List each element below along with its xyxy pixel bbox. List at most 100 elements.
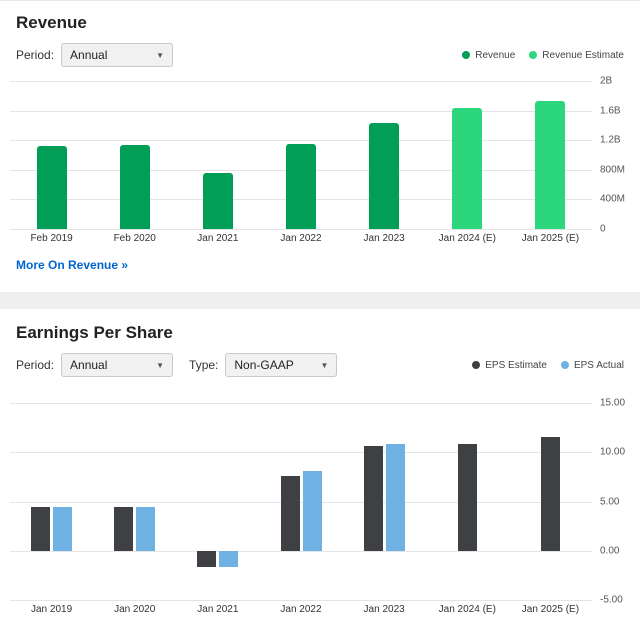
eps-actual-bar xyxy=(136,507,156,551)
gridline xyxy=(10,140,592,142)
revenue-controls: Period: Annual ▼ Revenue Revenue Estimat… xyxy=(0,33,640,67)
chevron-down-icon: ▼ xyxy=(156,50,165,60)
revenue-estimate-bar xyxy=(535,100,566,229)
gridline xyxy=(10,600,592,601)
x-axis-label: Jan 2022 xyxy=(280,604,322,615)
y-axis-tick: 800M xyxy=(600,164,626,176)
gridline xyxy=(10,229,592,230)
y-axis-tick: 5.00 xyxy=(600,496,620,507)
eps-plot-area xyxy=(10,403,592,601)
revenue-estimate-bar xyxy=(452,108,483,229)
chevron-down-icon: ▼ xyxy=(320,360,329,370)
eps-type-label: Type: xyxy=(189,358,219,372)
eps-controls: Period: Annual ▼ Type: Non-GAAP ▼ xyxy=(0,343,640,377)
eps-chart: -5.00 0.00 5.00 10.00 15.00 Jan 2019 Jan 2020… xyxy=(10,398,640,615)
y-axis-tick: 400M xyxy=(600,193,626,205)
legend-item-revenue-estimate: Revenue Estimate xyxy=(529,50,624,61)
x-axis-label: Jan 2020 xyxy=(114,604,156,615)
revenue-period-dropdown[interactable]: Annual ▼ xyxy=(61,43,174,67)
eps-period-label: Period: xyxy=(16,358,55,372)
revenue-period-group: Period: Annual ▼ xyxy=(16,43,174,67)
x-axis-label: Jan 2024 (E) xyxy=(438,233,496,244)
revenue-legend-dot xyxy=(462,51,471,59)
gridline xyxy=(10,550,592,552)
eps-control-left: Period: Annual ▼ Type: Non-GAAP ▼ xyxy=(16,353,338,377)
revenue-period-value: Annual xyxy=(70,48,108,62)
x-axis-label: Jan 2019 xyxy=(30,604,73,615)
eps-type-value: Non-GAAP xyxy=(234,358,294,372)
gridline xyxy=(10,501,592,503)
eps-actual-bar xyxy=(53,507,73,551)
eps-x-axis: Jan 2019 Jan 2020 Jan 2021 Jan 2022 Jan 2023… xyxy=(10,604,592,615)
eps-estimate-bar xyxy=(280,475,300,551)
eps-estimate-bar xyxy=(540,437,560,551)
gridline xyxy=(10,110,592,112)
eps-estimate-legend-dot xyxy=(472,361,481,369)
revenue-bar xyxy=(202,172,233,229)
gridline xyxy=(10,452,592,454)
x-axis-label: Feb 2020 xyxy=(113,233,156,244)
legend-item-eps-actual: EPS Actual xyxy=(560,359,624,371)
legend-item-revenue: Revenue xyxy=(462,50,515,61)
revenue-plot-area xyxy=(10,81,592,230)
revenue-bar xyxy=(369,123,400,229)
revenue-y-axis: 0 400M 800M 1.2B 1.6B 2B xyxy=(592,76,640,235)
y-axis-tick: 1.6B xyxy=(600,105,621,117)
y-axis-tick: 15.00 xyxy=(600,397,626,409)
revenue-bar xyxy=(36,146,67,229)
revenue-chart: 0 400M 800M 1.2B 1.6B 2B Feb 2019 Feb 2020 Jan … xyxy=(10,76,640,244)
revenue-panel: Revenue Period: Annual ▼ Revenue xyxy=(0,0,640,292)
eps-actual-bar xyxy=(385,444,405,551)
revenue-title: Revenue xyxy=(16,13,87,32)
revenue-period-label: Period: xyxy=(16,48,55,62)
y-axis-tick: 1.2B xyxy=(600,134,621,146)
eps-actual-bar xyxy=(219,550,239,568)
x-axis-label: Jan 2021 xyxy=(197,233,239,244)
revenue-estimate-legend-dot xyxy=(529,51,538,59)
eps-actual-legend-dot xyxy=(560,361,569,369)
chevron-down-icon: ▼ xyxy=(156,360,165,370)
x-axis-label: Jan 2025 (E) xyxy=(521,233,580,244)
y-axis-tick: 0 xyxy=(600,223,606,235)
eps-actual-legend-label: EPS Actual xyxy=(573,359,624,371)
revenue-legend-label: Revenue xyxy=(475,49,516,61)
revenue-x-axis: Feb 2019 Feb 2020 Jan 2021 Jan 2022 Jan 2023… xyxy=(10,233,592,244)
eps-estimate-bar xyxy=(363,446,383,551)
y-axis-tick: 0.00 xyxy=(600,545,620,557)
eps-y-axis: -5.00 0.00 5.00 10.00 15.00 xyxy=(592,398,640,606)
eps-estimate-bar xyxy=(457,444,477,551)
more-on-revenue-link[interactable]: More On Revenue » xyxy=(16,258,129,272)
eps-estimate-bar xyxy=(114,507,134,551)
revenue-estimate-legend-label: Revenue Estimate xyxy=(542,49,624,61)
eps-period-group: Period: Annual ▼ xyxy=(16,353,174,377)
eps-plot-row: -5.00 0.00 5.00 10.00 15.00 xyxy=(10,398,640,606)
eps-period-dropdown[interactable]: Annual ▼ xyxy=(61,353,174,377)
y-axis-tick: -5.00 xyxy=(600,594,623,606)
x-axis-label: Jan 2024 (E) xyxy=(438,604,496,615)
revenue-bar xyxy=(286,143,316,229)
y-axis-tick: 2B xyxy=(600,75,613,87)
eps-legend: EPS Estimate EPS Actual xyxy=(472,360,624,371)
eps-type-dropdown[interactable]: Non-GAAP ▼ xyxy=(225,353,338,377)
eps-type-group: Type: Non-GAAP ▼ xyxy=(189,353,338,377)
eps-panel: Earnings Per Share Period: Annual ▼ Type… xyxy=(0,309,640,620)
eps-estimate-legend-label: EPS Estimate xyxy=(485,359,547,371)
revenue-control-left: Period: Annual ▼ xyxy=(16,43,174,67)
eps-estimate-bar xyxy=(31,507,51,551)
revenue-legend: Revenue Revenue Estimate xyxy=(462,50,624,61)
revenue-bar xyxy=(119,144,150,229)
x-axis-label: Feb 2019 xyxy=(30,233,73,244)
x-axis-label: Jan 2021 xyxy=(197,604,239,615)
eps-actual-bar xyxy=(302,470,322,551)
eps-period-value: Annual xyxy=(70,358,108,372)
legend-item-eps-estimate: EPS Estimate xyxy=(472,360,547,371)
y-axis-tick: 10.00 xyxy=(600,446,626,458)
eps-estimate-bar xyxy=(197,550,217,568)
x-axis-label: Jan 2022 xyxy=(280,233,322,244)
eps-title: Earnings Per Share xyxy=(16,323,173,342)
revenue-plot-row: 0 400M 800M 1.2B 1.6B 2B xyxy=(10,76,640,235)
gridline xyxy=(10,81,592,82)
x-axis-label: Jan 2023 xyxy=(363,604,405,615)
x-axis-label: Jan 2025 (E) xyxy=(521,604,580,615)
